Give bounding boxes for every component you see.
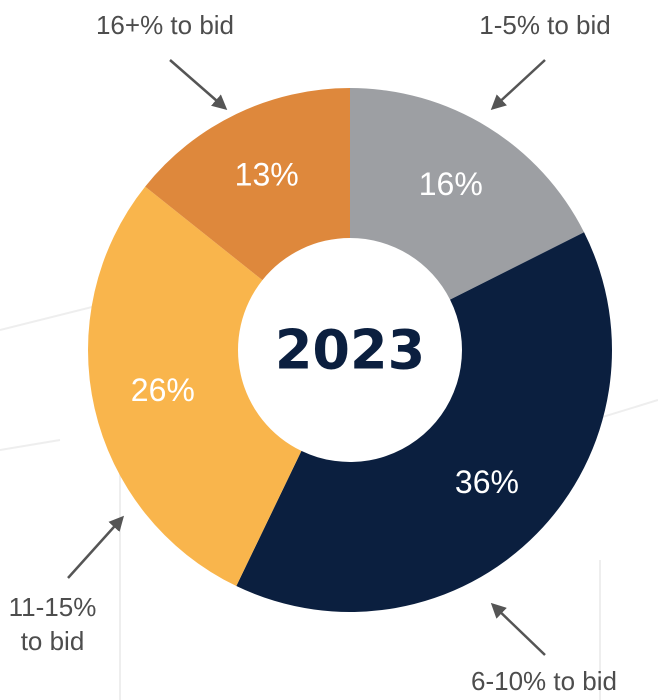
value-label: 36% [455,464,519,500]
slice [350,88,585,300]
slice [236,232,613,612]
slice [145,88,350,281]
slice [88,186,302,587]
category-label: 11-15% to bid [8,592,97,656]
value-label: 13% [235,156,299,192]
center-title: 2023 [275,319,425,382]
value-label: 16% [419,166,483,202]
value-label: 26% [131,372,195,408]
arrows [67,59,546,656]
category-label: 6-10% to bid [471,666,617,696]
category-label: 1-5% to bid [479,10,611,40]
category-label: 16+% to bid [95,10,235,40]
